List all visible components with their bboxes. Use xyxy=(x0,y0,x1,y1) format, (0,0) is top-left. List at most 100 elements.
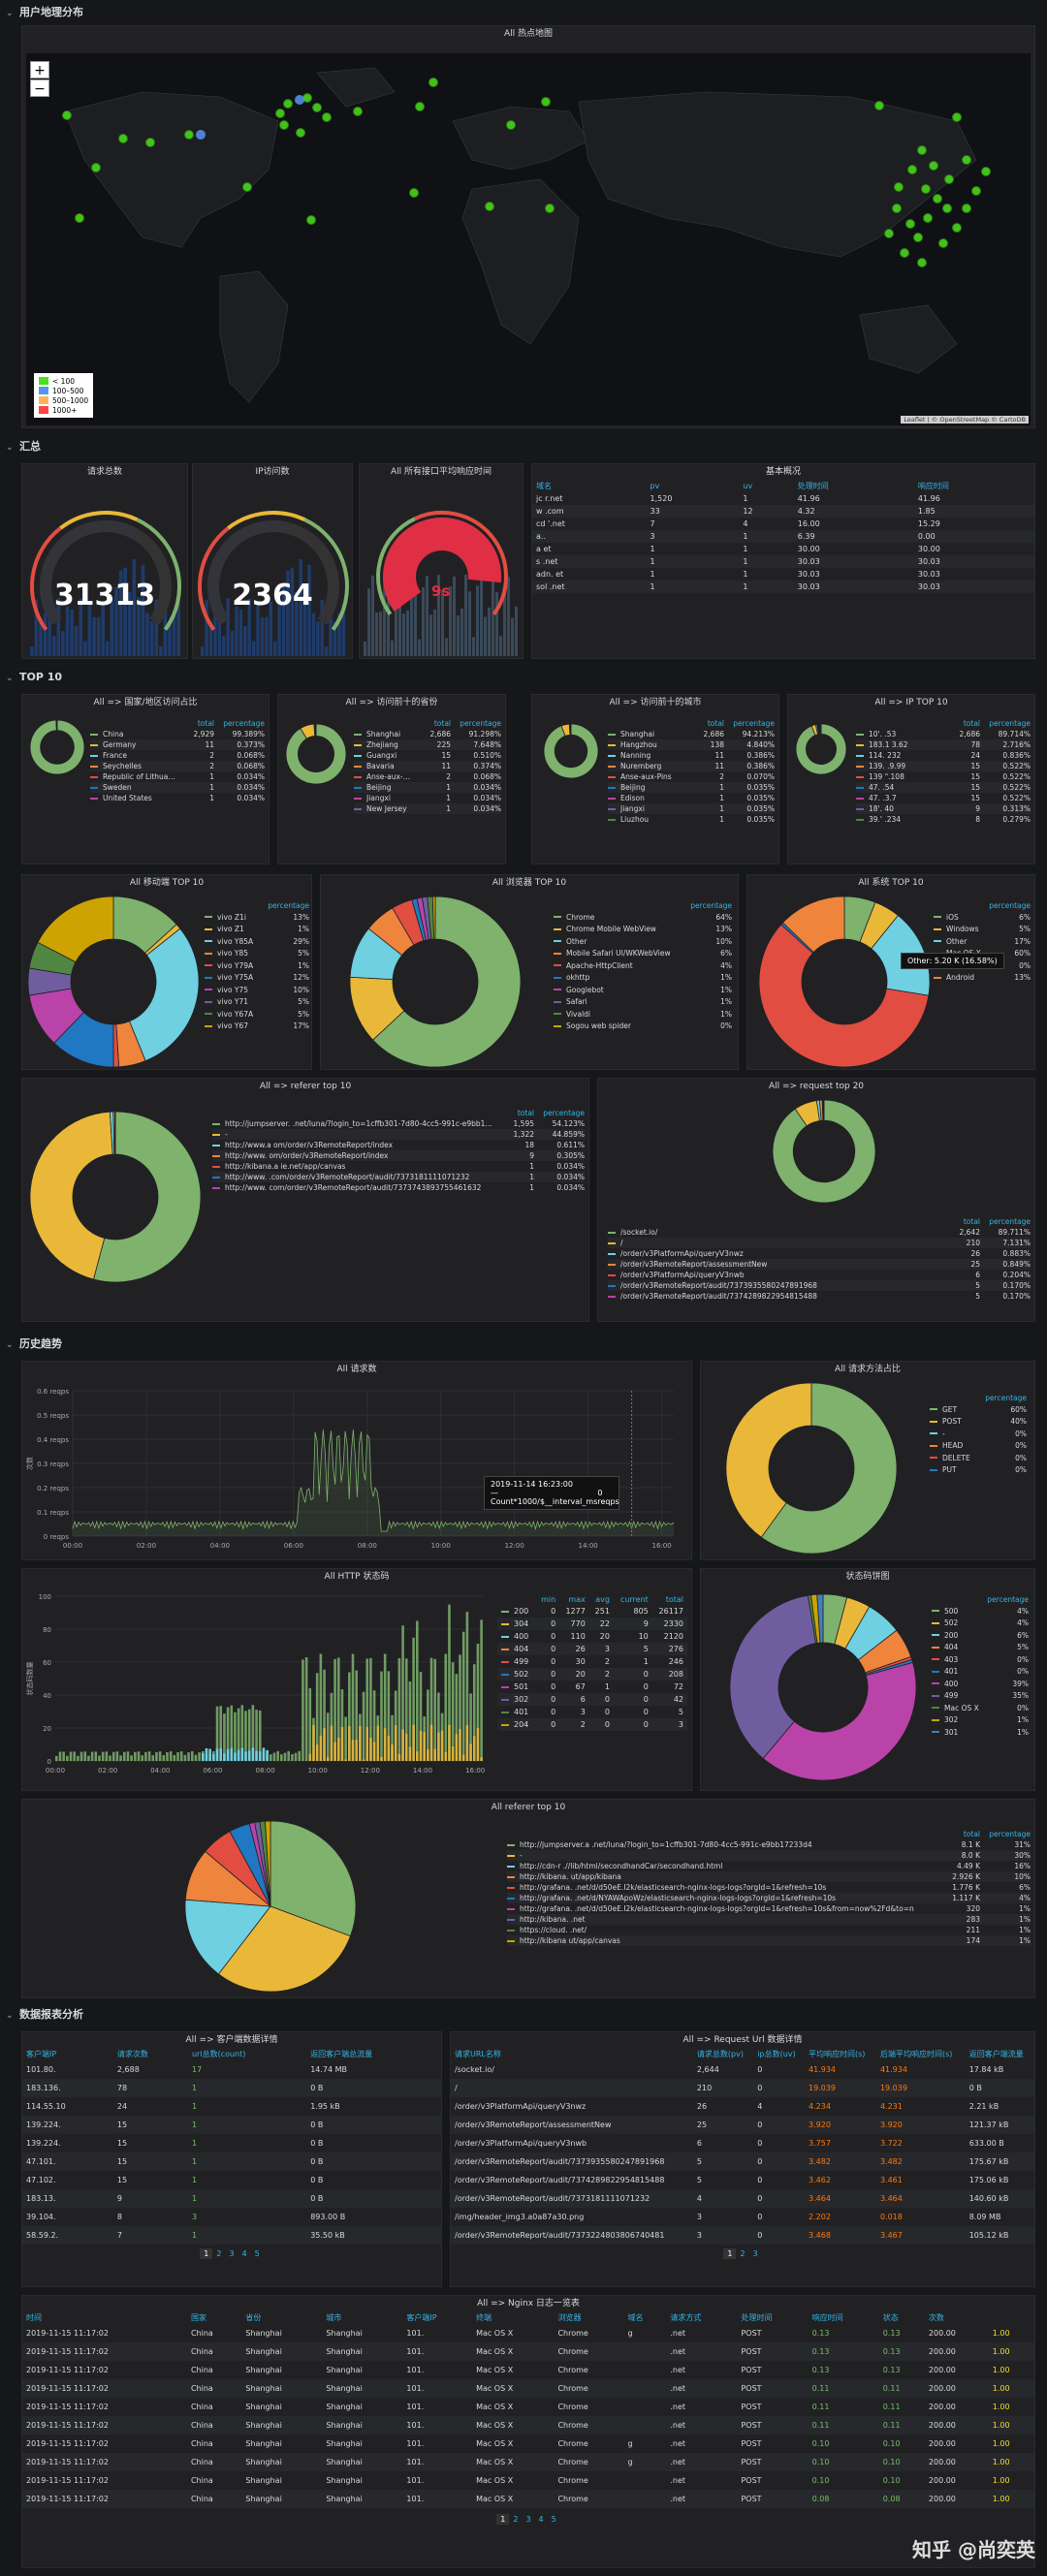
pie-slice[interactable] xyxy=(29,1111,113,1280)
page-link[interactable]: 5 xyxy=(254,2249,260,2258)
legend-item[interactable]: Seychelles 2 0.068% xyxy=(90,761,265,771)
legend-item[interactable]: 204 0 2 0 0 3 xyxy=(497,1718,687,1731)
legend-item[interactable]: 39.' .234 8 0.279% xyxy=(856,814,1031,825)
legend-item[interactable]: 139. .9.99 15 0.522% xyxy=(856,761,1031,771)
pie-slice[interactable] xyxy=(762,1662,917,1781)
column-header[interactable]: 返回客户端总流量 xyxy=(310,2050,373,2058)
column-header[interactable]: 时间 xyxy=(26,2313,42,2322)
legend-header-total[interactable]: total xyxy=(963,1830,980,1838)
column-header[interactable]: ip总数(uv) xyxy=(757,2050,796,2058)
legend-item[interactable]: Republic of Lithuania 1 0.034% xyxy=(90,771,265,782)
map-marker[interactable] xyxy=(145,138,155,147)
page-link[interactable]: 3 xyxy=(752,2249,758,2258)
column-header[interactable]: 请求次数 xyxy=(116,2050,148,2058)
column-header[interactable]: url总数(count) xyxy=(191,2050,246,2058)
legend-item[interactable]: /order/v3PlatformApi/queryV3nwb 6 0.204% xyxy=(608,1270,1031,1280)
legend-item[interactable]: Chrome Mobile WebView 13% xyxy=(554,924,732,936)
row-geo-title[interactable]: ⌄ 用户地理分布 xyxy=(6,2,83,23)
legend-item[interactable]: 301 1% xyxy=(932,1726,1029,1739)
legend-item[interactable]: Beijing 1 0.034% xyxy=(354,782,501,793)
map-marker[interactable] xyxy=(917,258,927,267)
legend-item[interactable]: 47. .54 15 0.522% xyxy=(856,782,1031,793)
map-marker[interactable] xyxy=(892,204,902,213)
map-marker[interactable] xyxy=(929,161,938,171)
table-row[interactable]: 2019-11-15 11:17:02 China Shanghai Shanghai… xyxy=(22,2435,1034,2453)
legend-item[interactable]: Other 17% xyxy=(934,935,1031,948)
legend-item[interactable]: Mac OS X 0% xyxy=(932,1702,1029,1714)
legend-item[interactable]: http://grafana. .net/d/d50eE.I2k/elastic… xyxy=(507,1903,1031,1914)
legend-item[interactable]: POST 40% xyxy=(930,1416,1027,1429)
legend-item[interactable]: HEAD 0% xyxy=(930,1440,1027,1453)
legend-header-percentage[interactable]: percentage xyxy=(460,719,501,728)
legend-item[interactable]: 200 6% xyxy=(932,1629,1029,1642)
map-marker[interactable] xyxy=(91,163,101,173)
map-marker[interactable] xyxy=(944,174,954,184)
map-marker[interactable] xyxy=(296,128,305,138)
legend-item[interactable]: /socket.io/2,642 89.711% xyxy=(608,1227,1031,1238)
requests-line-chart[interactable]: 0.6 reqps 0.5 reqps 0.4 reqps 0.3 reqps 0.2 … xyxy=(22,1377,692,1560)
legend-item[interactable]: 200 0 1277 251 805 26117 xyxy=(497,1605,687,1618)
table-row[interactable]: 101.80. 2,688 17 14.74 MB xyxy=(22,2060,441,2079)
pie-slice[interactable] xyxy=(760,1382,898,1555)
page-link[interactable]: 2 xyxy=(740,2249,746,2258)
map-marker[interactable] xyxy=(874,101,884,110)
legend-item[interactable]: 10'. .53 2,686 89.714% xyxy=(856,729,1031,739)
legend-header-percentage[interactable]: percentage xyxy=(223,719,265,728)
column-header[interactable]: 请求URL名称 xyxy=(455,2050,501,2058)
map-marker[interactable] xyxy=(981,167,991,176)
map-marker[interactable] xyxy=(275,109,285,118)
row-top10-title[interactable]: ⌄ TOP 10 xyxy=(6,667,62,688)
pie-slice[interactable] xyxy=(217,1905,351,1993)
table-row[interactable]: 2019-11-15 11:17:02 China Shanghai Shanghai… xyxy=(22,2398,1034,2416)
table-row[interactable]: 2019-11-15 11:17:02 China Shanghai Shanghai… xyxy=(22,2379,1034,2398)
legend-header-percentage[interactable]: percentage xyxy=(268,901,309,910)
page-link[interactable]: 4 xyxy=(241,2249,247,2258)
map-marker[interactable] xyxy=(295,95,304,105)
world-map[interactable]: + − < 100 100–500 500–1000 1000+ Leaflet | … xyxy=(26,53,1031,425)
legend-item[interactable]: PUT 0% xyxy=(930,1464,1027,1477)
table-row[interactable]: /img/header_img3.a0a87a30.png 3 0 2.202 0.01… xyxy=(451,2208,1034,2226)
table-row[interactable]: /order/v3RemoteReport/audit/737318111107… xyxy=(451,2189,1034,2208)
legend-item[interactable]: 403 0% xyxy=(932,1653,1029,1666)
column-header[interactable]: 返回客户端流量 xyxy=(968,2050,1024,2058)
table-row[interactable]: 39.104. 8 3 893.00 B xyxy=(22,2208,441,2226)
legend-item[interactable]: Liuzhou 1 0.035% xyxy=(608,814,775,825)
legend-item[interactable]: 502 4% xyxy=(932,1618,1029,1630)
legend-item[interactable]: vivo Y67 17% xyxy=(205,1021,309,1033)
map-marker[interactable] xyxy=(283,99,293,109)
legend-item[interactable]: United States 1 0.034% xyxy=(90,793,265,803)
legend-item[interactable]: http://www. com/order/v3RemoteReport/aud… xyxy=(212,1182,585,1193)
column-header[interactable]: 城市 xyxy=(326,2313,342,2322)
legend-item[interactable]: vivo Z1i 13% xyxy=(205,911,309,924)
legend-item[interactable]: 114. 232 24 0.836% xyxy=(856,750,1031,761)
legend-header-percentage[interactable]: percentage xyxy=(987,1595,1029,1604)
map-marker[interactable] xyxy=(907,165,917,174)
legend-item[interactable]: New Jersey 1 0.034% xyxy=(354,803,501,814)
pie-slice[interactable] xyxy=(823,1099,825,1121)
legend-item[interactable]: France 2 0.068% xyxy=(90,750,265,761)
table-row[interactable]: 2019-11-15 11:17:02 China Shanghai Shanghai… xyxy=(22,2416,1034,2435)
legend-item[interactable]: Nuremberg 11 0.386% xyxy=(608,761,775,771)
legend-item[interactable]: 501 0 67 1 0 72 xyxy=(497,1681,687,1693)
legend-item[interactable]: GET 60% xyxy=(930,1403,1027,1416)
legend-item[interactable]: - 0% xyxy=(930,1428,1027,1440)
legend-item[interactable]: Chrome 64% xyxy=(554,911,732,924)
legend-header-percentage[interactable]: percentage xyxy=(989,719,1031,728)
legend-item[interactable]: 183.1 3.62 78 2.716% xyxy=(856,739,1031,750)
pie-slice[interactable] xyxy=(816,1593,824,1644)
legend-item[interactable]: Sogou web spider 0% xyxy=(554,1021,732,1033)
legend-item[interactable]: Safari 1% xyxy=(554,996,732,1009)
row-history-title[interactable]: ⌄ 历史趋势 xyxy=(6,1334,62,1355)
map-marker[interactable] xyxy=(75,213,84,223)
map-marker[interactable] xyxy=(428,78,438,87)
table-row[interactable]: 2019-11-15 11:17:02 China Shanghai Shanghai… xyxy=(22,2490,1034,2508)
column-header[interactable]: 浏览器 xyxy=(557,2313,582,2322)
legend-item[interactable]: http://jumpserver.a .net/luna/?login_to=… xyxy=(507,1839,1031,1850)
column-header[interactable]: 后端平均响应时间(s) xyxy=(879,2050,953,2058)
legend-item[interactable]: iOS 6% xyxy=(934,911,1031,924)
column-header[interactable]: 处理时间 xyxy=(797,482,829,490)
table-row[interactable]: /socket.io/2,644 0 41.934 41.934 17.84 kB xyxy=(451,2060,1034,2079)
legend-item[interactable]: 47. .3.7 15 0.522% xyxy=(856,793,1031,803)
legend-item[interactable]: 302 1% xyxy=(932,1714,1029,1727)
map-marker[interactable] xyxy=(971,186,981,196)
